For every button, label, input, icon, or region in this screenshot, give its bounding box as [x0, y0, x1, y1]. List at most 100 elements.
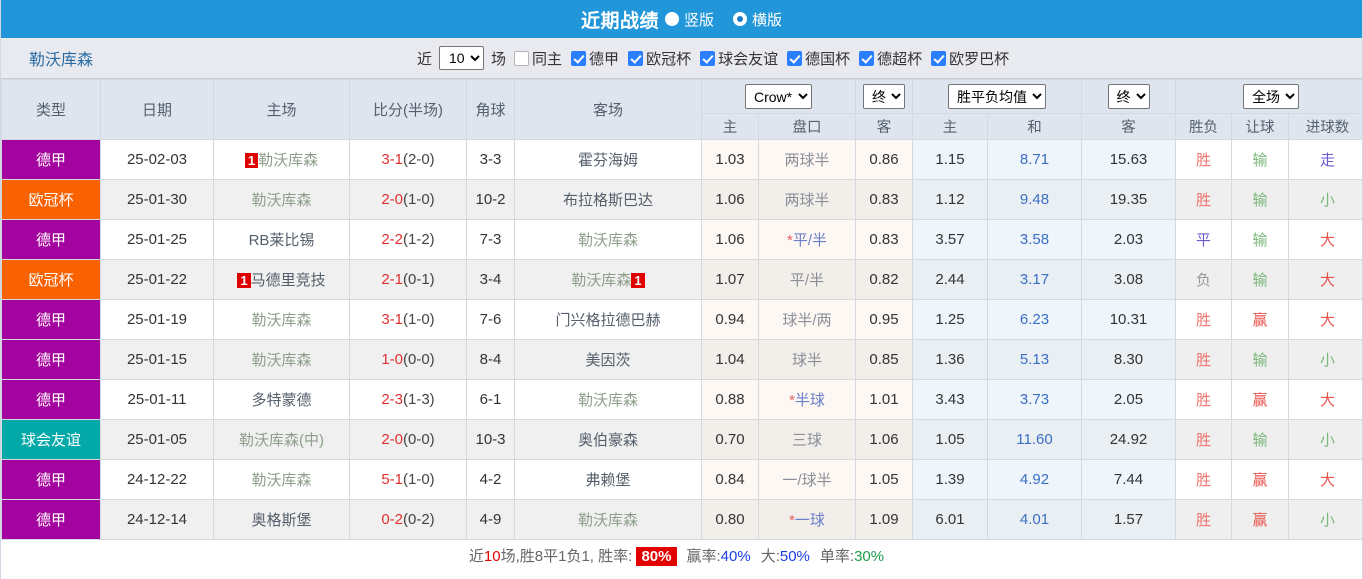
competition-checkbox-0[interactable]: [571, 50, 587, 66]
table-row[interactable]: 德甲 25-01-15 勒沃库森 1-0(0-0) 8-4 美因茨 1.04 球半 0.85 1.…: [1, 339, 1362, 380]
recent-count-select[interactable]: 10: [439, 46, 485, 70]
cell-corners: 8-4: [466, 339, 515, 380]
odds-source-select[interactable]: 胜平负均值: [948, 84, 1046, 109]
table-row[interactable]: 欧冠杯 25-01-30 勒沃库森 2-0(1-0) 10-2 布拉格斯巴达 1.06 两球半…: [1, 179, 1362, 220]
competition-type-label: 德甲: [35, 352, 66, 369]
table-row[interactable]: 德甲 25-01-11 多特蒙德 2-3(1-3) 6-1 勒沃库森 0.88 *半球 1.01…: [1, 379, 1362, 420]
odds-home-value: 2.44: [935, 271, 965, 288]
cell-handicap-home: 0.94: [701, 299, 759, 340]
half-time-score: (1-0): [403, 191, 435, 208]
cell-odds-home: 3.57: [912, 219, 988, 260]
cell-date: 25-01-11: [100, 379, 214, 420]
handicap-star-icon: *: [789, 512, 795, 529]
team-name-label: 马德里竞技: [250, 272, 326, 289]
cell-odds-away: 15.63: [1081, 139, 1176, 180]
cell-handicap-home: 1.07: [701, 259, 759, 300]
full-time-score: 0-2: [381, 511, 403, 528]
cell-handicap-home: 0.80: [701, 499, 759, 540]
table-row[interactable]: 欧冠杯 25-01-22 1 马德里竞技 2-1(0-1) 3-4 勒沃库森 1 1.07 平/半…: [1, 259, 1362, 300]
handicap-source-select[interactable]: Crow*: [745, 84, 812, 109]
cell-result-wl: 平: [1175, 219, 1232, 260]
summary-big-label: 大:: [760, 547, 780, 565]
cell-home-team: 勒沃库森: [213, 299, 350, 340]
table-row[interactable]: 德甲 25-02-03 1 勒沃库森 3-1(2-0) 3-3 霍芬海姆 1.03 两球半 0.8…: [1, 139, 1362, 180]
corner-score-label: 7-3: [479, 231, 502, 248]
cell-result-wl: 胜: [1175, 419, 1232, 460]
cell-date: 25-01-25: [100, 219, 214, 260]
odds-time-select[interactable]: 终: [1107, 84, 1150, 109]
cell-result-goals: 小: [1287, 499, 1362, 540]
table-row[interactable]: 德甲 25-01-19 勒沃库森 3-1(1-0) 7-6 门兴格拉德巴赫 0.94 球半/两…: [1, 299, 1362, 340]
matches-table: 类型 日期 主场 比分(半场) 角球 客场 Crow* 终: [1, 79, 1362, 540]
cell-date: 24-12-14: [100, 499, 214, 540]
team-name-label: 弗赖堡: [585, 472, 631, 489]
team-name-label: RB莱比锡: [248, 232, 315, 249]
team-name-label: 美因茨: [585, 352, 631, 369]
cell-type: 欧冠杯: [1, 179, 101, 220]
cell-result-goals: 走: [1287, 139, 1362, 180]
competition-checkbox-1[interactable]: [628, 50, 644, 66]
team-name-label: 勒沃库森: [571, 272, 632, 289]
matches-table-body: 德甲 25-02-03 1 勒沃库森 3-1(2-0) 3-3 霍芬海姆 1.03 两球半 0.8…: [1, 139, 1362, 540]
col-header-away: 客场: [514, 79, 702, 140]
competition-checkbox-5[interactable]: [931, 50, 947, 66]
half-time-score: (0-1): [403, 271, 435, 288]
competition-checkbox-3[interactable]: [787, 50, 803, 66]
competition-checkbox-4[interactable]: [859, 50, 875, 66]
table-header-sub: 主 盘口 客 主 和 客 胜负 让球 进球数: [2, 113, 1362, 140]
cell-type: 球会友谊: [1, 419, 101, 460]
competition-checkbox-2[interactable]: [700, 50, 716, 66]
handicap-home-odds: 0.84: [715, 471, 745, 488]
scope-cell: 全场: [1174, 79, 1362, 114]
cell-home-team: 勒沃库森: [213, 459, 350, 500]
cell-date: 25-01-05: [100, 419, 214, 460]
col-header-type: 类型: [1, 79, 101, 140]
cell-type: 德甲: [1, 379, 101, 420]
team-name-label: 勒沃库森: [577, 392, 638, 409]
handicap-time-select[interactable]: 终: [863, 84, 905, 109]
scope-select[interactable]: 全场: [1243, 84, 1299, 109]
cell-handicap-away: 1.09: [855, 499, 913, 540]
full-time-score: 3-1: [381, 151, 403, 168]
table-row[interactable]: 德甲 24-12-22 勒沃库森 5-1(1-0) 4-2 弗赖堡 0.84 一/球半 1.05…: [1, 459, 1362, 500]
handicap-star-icon: *: [786, 232, 793, 249]
summary-match-count: 10: [483, 547, 501, 565]
table-row[interactable]: 球会友谊 25-01-05 勒沃库森(中) 2-0(0-0) 10-3 奥伯豪森 0.70 三…: [1, 419, 1362, 460]
team-name-label: 门兴格拉德巴赫: [555, 312, 661, 329]
table-row[interactable]: 德甲 24-12-14 奥格斯堡 0-2(0-2) 4-9 勒沃库森 0.80 *一球 1.09…: [1, 499, 1362, 540]
col-header-odds-draw: 和: [987, 113, 1082, 140]
cell-corners: 7-3: [466, 219, 515, 260]
col-header-home: 主场: [213, 79, 350, 140]
odds-away-value: 10.31: [1109, 311, 1148, 328]
result-win-loss-label: 平: [1195, 232, 1211, 249]
full-time-score: 5-1: [381, 471, 403, 488]
layout-option-vertical[interactable]: 竖版: [664, 9, 714, 30]
cell-handicap-away: 0.82: [855, 259, 913, 300]
odds-away-value: 8.30: [1113, 351, 1144, 368]
cell-result-wl: 负: [1175, 259, 1232, 300]
match-date-label: 25-01-05: [126, 431, 188, 448]
cell-handicap-line: 平/半: [758, 259, 856, 300]
cell-home-team: 1 马德里竞技: [213, 259, 350, 300]
cell-result-goals: 大: [1287, 459, 1362, 500]
table-row[interactable]: 德甲 25-01-25 RB莱比锡 2-2(1-2) 7-3 勒沃库森 1.06 *平/半 0.…: [1, 219, 1362, 260]
cell-odds-home: 2.44: [912, 259, 988, 300]
corner-score-label: 10-3: [475, 431, 506, 448]
layout-option-horizontal[interactable]: 横版: [733, 9, 782, 30]
same-home-checkbox[interactable]: [514, 50, 530, 66]
handicap-line-label: 两球半: [784, 192, 830, 209]
cell-away-team: 弗赖堡: [514, 459, 702, 500]
result-win-loss-label: 胜: [1195, 352, 1211, 369]
result-goals-label: 小: [1320, 352, 1336, 369]
cell-handicap-away: 1.05: [855, 459, 913, 500]
team-name-label: 奥伯豪森: [577, 432, 638, 449]
handicap-home-odds: 0.94: [715, 311, 745, 328]
cell-type: 德甲: [1, 339, 101, 380]
cell-corners: 4-2: [466, 459, 515, 500]
odds-away-value: 2.03: [1113, 231, 1144, 248]
summary-footer: 近10场,胜8平1负1, 胜率: 80% 赢率:40% 大:50% 单率:30%: [1, 540, 1362, 570]
match-date-label: 24-12-14: [126, 511, 188, 528]
match-date-label: 25-01-19: [126, 311, 188, 328]
cell-result-handicap: 输: [1231, 179, 1289, 220]
cell-odds-draw: 4.92: [987, 459, 1082, 500]
